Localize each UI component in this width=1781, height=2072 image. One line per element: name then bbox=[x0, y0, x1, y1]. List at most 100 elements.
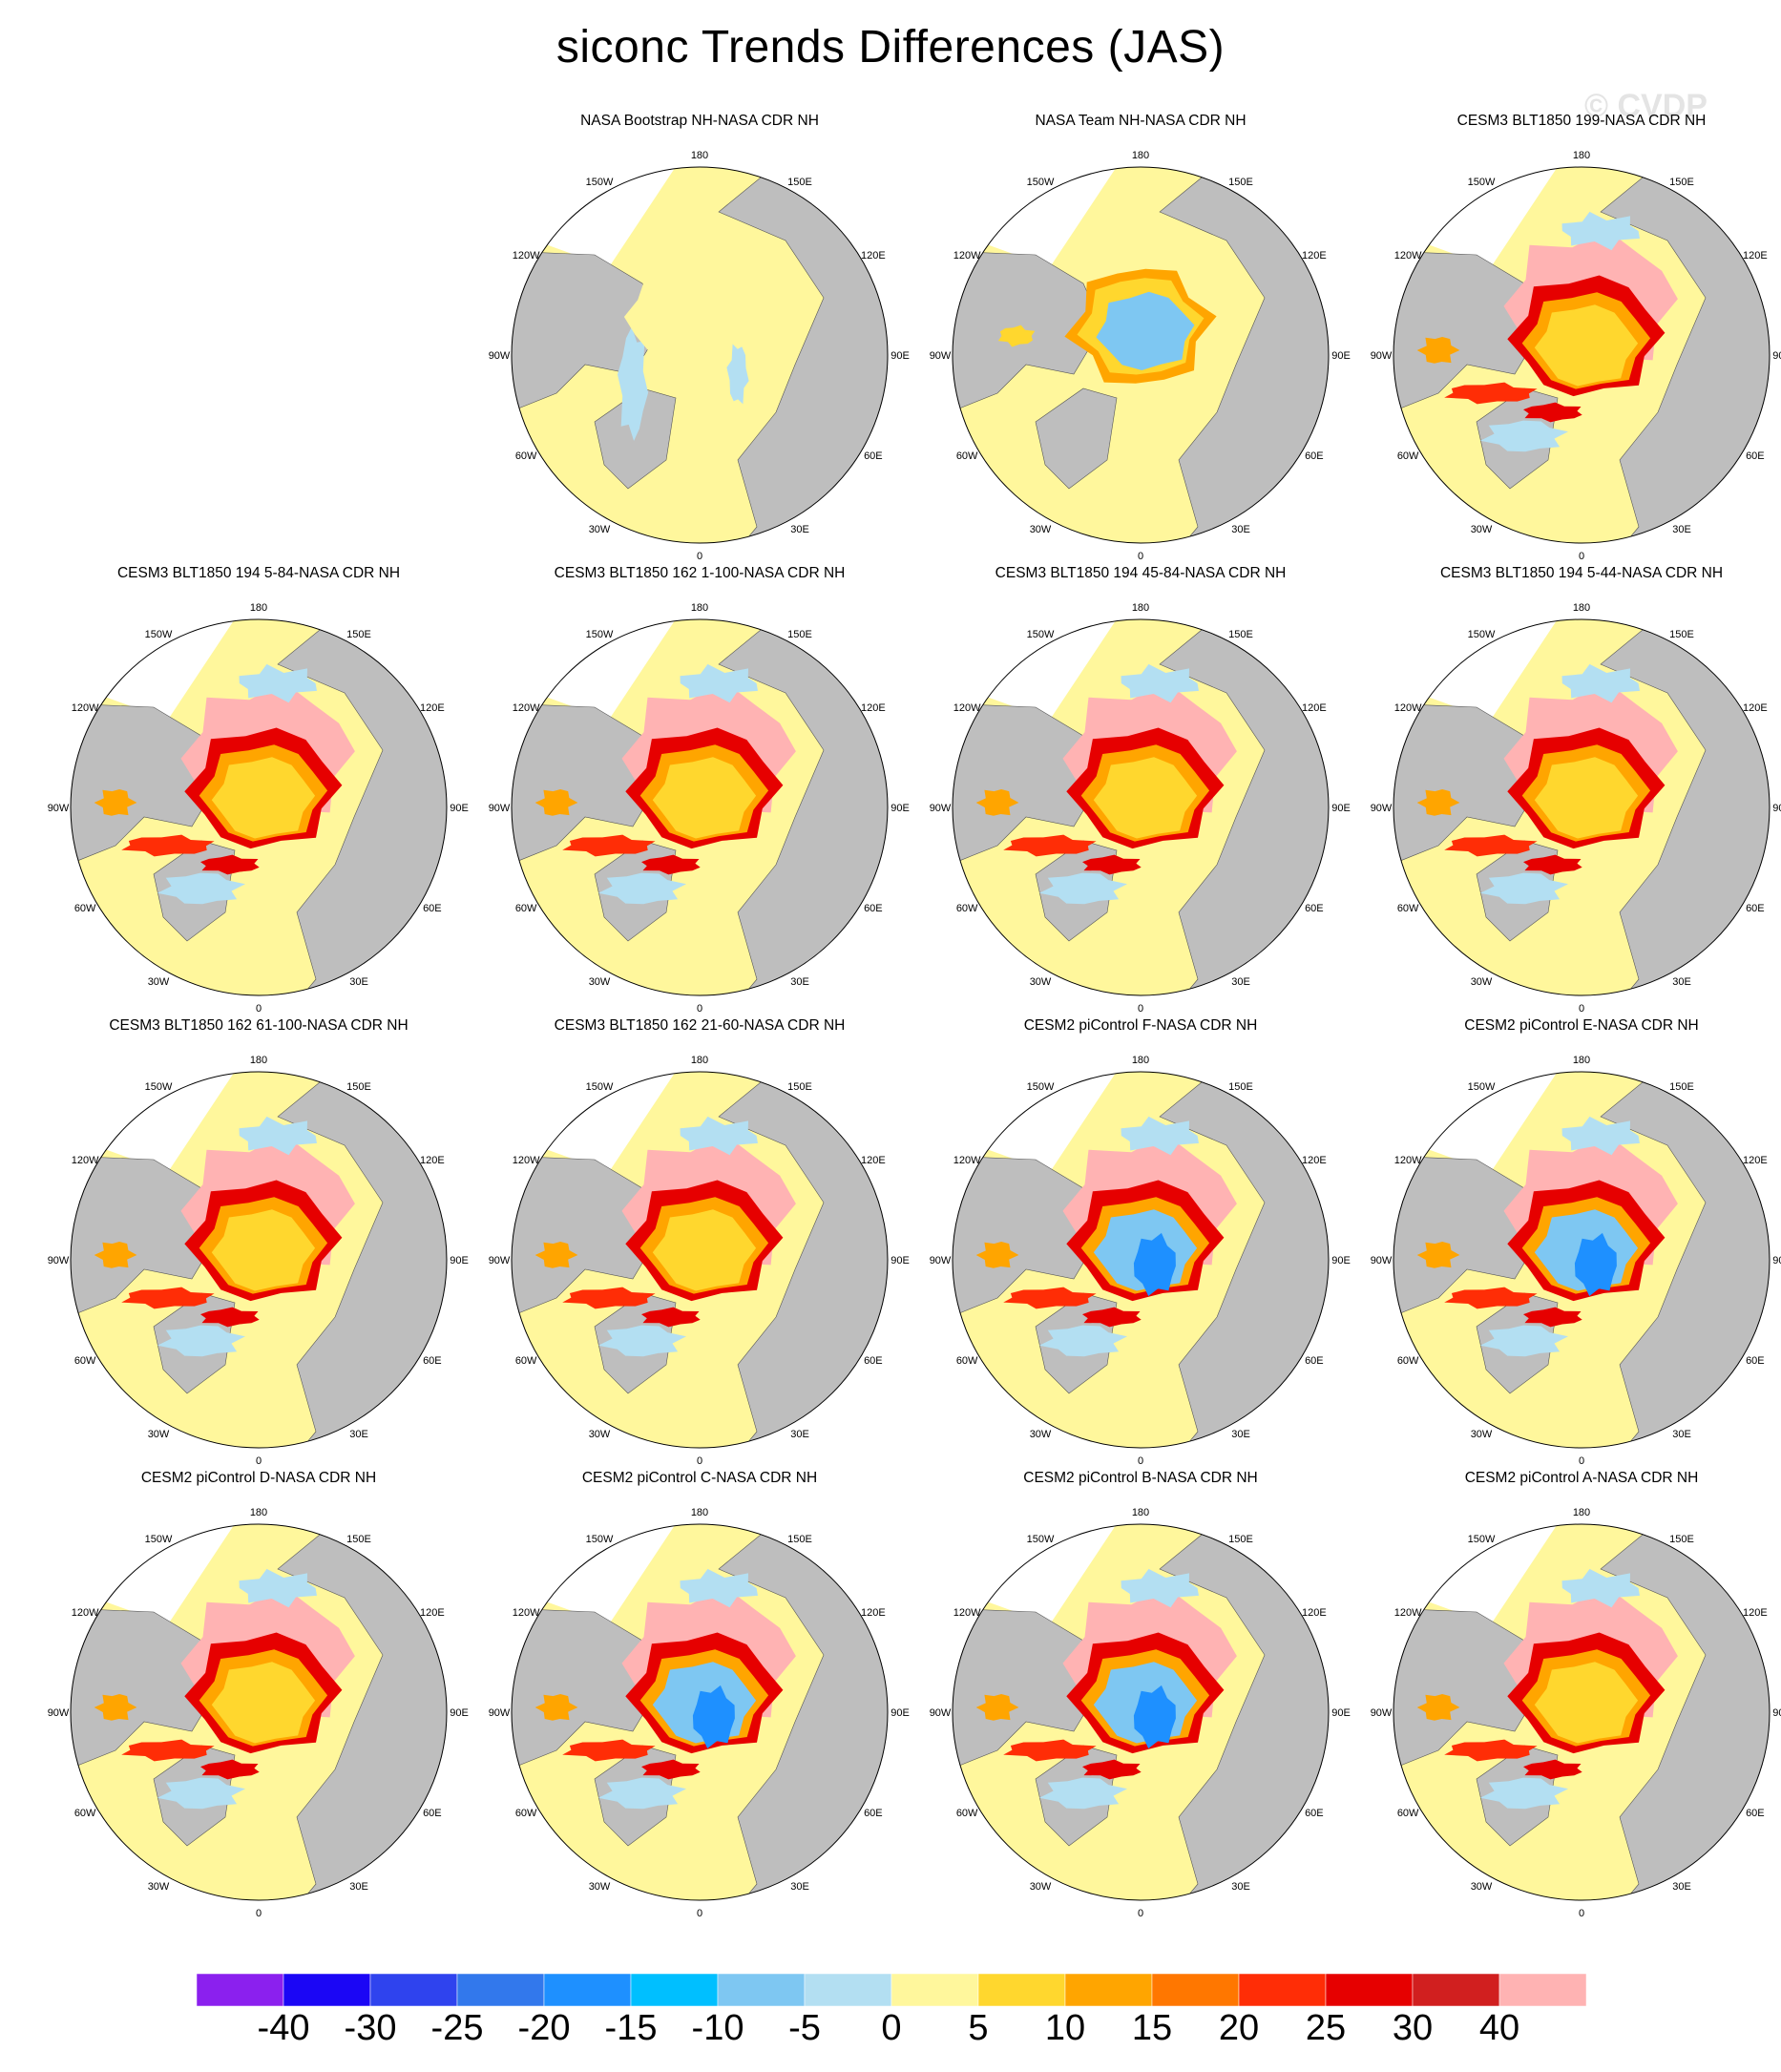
longitude-label: 90W bbox=[48, 1707, 70, 1719]
longitude-label: 150E bbox=[1228, 629, 1253, 640]
longitude-label: 120W bbox=[72, 1155, 99, 1166]
longitude-label: 90W bbox=[489, 1255, 511, 1266]
anomaly-negative bbox=[239, 1568, 317, 1608]
anomaly-negative bbox=[680, 1116, 758, 1156]
land-eurasia bbox=[267, 1524, 447, 1900]
longitude-label: 0 bbox=[256, 1455, 262, 1466]
polar-map: 180 150E 120E 90E 60E 30E 0 30W 60W 90W 120W 150W bbox=[1371, 1055, 1781, 1466]
polar-map: 180 150E 120E 90E 60E 30E 0 30W 60W 90W 120W 150W bbox=[489, 150, 910, 561]
longitude-label: 90E bbox=[890, 1255, 910, 1266]
longitude-label: 60W bbox=[1397, 903, 1419, 914]
colorbar-swatch bbox=[369, 1974, 458, 2006]
map-panel: NASA Bootstrap NH-NASA CDR NH 180 150E 120E… bbox=[479, 113, 920, 561]
longitude-label: 90E bbox=[1772, 350, 1781, 362]
land-eurasia bbox=[1590, 1524, 1770, 1900]
colorbar-tick-label: 20 bbox=[1218, 2008, 1260, 2048]
panel-title: CESM2 piControl B-NASA CDR NH bbox=[1023, 1470, 1258, 1486]
longitude-label: 90E bbox=[890, 1707, 910, 1719]
longitude-label: 90E bbox=[1331, 803, 1351, 814]
longitude-label: 150E bbox=[1669, 1081, 1694, 1093]
longitude-label: 150W bbox=[586, 1081, 614, 1093]
map-boundary bbox=[511, 618, 889, 996]
anomaly-core bbox=[1534, 304, 1639, 387]
longitude-label: 150W bbox=[145, 1534, 173, 1545]
longitude-label: 120W bbox=[953, 702, 981, 714]
colorbar-swatch bbox=[1238, 1974, 1327, 2006]
panel-title: CESM3 BLT1850 162 21-60-NASA CDR NH bbox=[554, 1017, 846, 1034]
longitude-label: 90E bbox=[450, 1255, 469, 1266]
longitude-label: 60W bbox=[74, 1808, 96, 1819]
land-greenland bbox=[1035, 387, 1118, 490]
colorbar-swatch bbox=[1498, 1974, 1586, 2006]
longitude-label: 90E bbox=[450, 1707, 469, 1719]
longitude-label: 120W bbox=[513, 702, 540, 714]
map-panel: CESM2 piControl B-NASA CDR NH 180 150E 120E… bbox=[920, 1470, 1361, 1918]
longitude-label: 0 bbox=[697, 1455, 702, 1466]
longitude-label: 150E bbox=[1669, 629, 1694, 640]
panel-title: CESM3 BLT1850 194 5-44-NASA CDR NH bbox=[1439, 565, 1724, 581]
land-north-america bbox=[1393, 1154, 1544, 1318]
longitude-label: 150W bbox=[145, 629, 173, 640]
longitude-label: 150W bbox=[1468, 629, 1496, 640]
longitude-label: 90W bbox=[489, 350, 511, 362]
longitude-label: 30E bbox=[1231, 1429, 1250, 1440]
longitude-label: 150E bbox=[787, 1081, 812, 1093]
longitude-label: 180 bbox=[691, 1055, 708, 1066]
longitude-label: 30W bbox=[1471, 1429, 1493, 1440]
longitude-label: 60E bbox=[864, 1808, 883, 1819]
anomaly-negative bbox=[1479, 872, 1568, 905]
longitude-label: 0 bbox=[697, 1908, 702, 1918]
longitude-label: 60E bbox=[423, 903, 442, 914]
land-north-america bbox=[512, 249, 662, 413]
anomaly-positive bbox=[1444, 1287, 1538, 1309]
polar-map: 180 150E 120E 90E 60E 30E 0 30W 60W 90W 120W 150W bbox=[489, 602, 910, 1014]
longitude-label: 30W bbox=[1030, 1429, 1052, 1440]
longitude-label: 150E bbox=[1669, 1534, 1694, 1545]
polar-map: 180 150E 120E 90E 60E 30E 0 30W 60W 90W 120W 150W bbox=[930, 1055, 1351, 1466]
longitude-label: 120W bbox=[1394, 250, 1422, 262]
anomaly-positive bbox=[94, 1242, 137, 1268]
longitude-label: 120W bbox=[1394, 1155, 1422, 1166]
map-boundary bbox=[1393, 1071, 1771, 1449]
anomaly-negative bbox=[692, 1685, 735, 1748]
land-eurasia bbox=[1590, 1072, 1770, 1448]
longitude-label: 60E bbox=[1305, 1355, 1324, 1367]
anomaly-positive bbox=[641, 1759, 701, 1780]
longitude-label: 30E bbox=[1672, 976, 1691, 988]
longitude-label: 60W bbox=[956, 450, 978, 462]
longitude-label: 60E bbox=[1305, 903, 1324, 914]
land-north-america bbox=[512, 1154, 662, 1318]
longitude-label: 30E bbox=[790, 1881, 809, 1893]
longitude-label: 60W bbox=[1397, 1808, 1419, 1819]
cvdp-watermark: © CVDP bbox=[1584, 88, 1708, 124]
longitude-label: 120E bbox=[420, 702, 445, 714]
longitude-label: 120E bbox=[1302, 1155, 1327, 1166]
polar-map: 180 150E 120E 90E 60E 30E 0 30W 60W 90W 120W 150W bbox=[930, 1507, 1351, 1918]
longitude-label: 60E bbox=[1746, 1355, 1765, 1367]
longitude-label: 0 bbox=[1138, 551, 1143, 561]
longitude-label: 120W bbox=[513, 1155, 540, 1166]
map-boundary bbox=[1393, 1523, 1771, 1901]
longitude-label: 120E bbox=[1302, 702, 1327, 714]
longitude-label: 30W bbox=[1030, 976, 1052, 988]
anomaly-positive bbox=[1082, 1307, 1142, 1328]
longitude-label: 120W bbox=[953, 1607, 981, 1619]
colorbar-swatch bbox=[283, 1974, 371, 2006]
colorbar-tick-label: -25 bbox=[430, 2008, 484, 2048]
longitude-label: 90W bbox=[48, 1255, 70, 1266]
colorbar-tick-label: 5 bbox=[968, 2008, 989, 2048]
longitude-label: 60E bbox=[864, 1355, 883, 1367]
longitude-label: 0 bbox=[697, 1003, 702, 1014]
anomaly-positive bbox=[1444, 834, 1538, 857]
longitude-label: 150W bbox=[145, 1081, 173, 1093]
land-eurasia bbox=[708, 167, 888, 543]
panel-title: NASA Bootstrap NH-NASA CDR NH bbox=[580, 113, 819, 129]
longitude-label: 120E bbox=[1302, 1607, 1327, 1619]
colorbar-tick-label: -20 bbox=[517, 2008, 571, 2048]
longitude-label: 150W bbox=[586, 177, 614, 188]
anomaly-core bbox=[1534, 1662, 1639, 1744]
longitude-label: 30E bbox=[1231, 976, 1250, 988]
longitude-label: 150E bbox=[787, 177, 812, 188]
longitude-label: 30E bbox=[790, 976, 809, 988]
anomaly-positive bbox=[1444, 382, 1538, 405]
